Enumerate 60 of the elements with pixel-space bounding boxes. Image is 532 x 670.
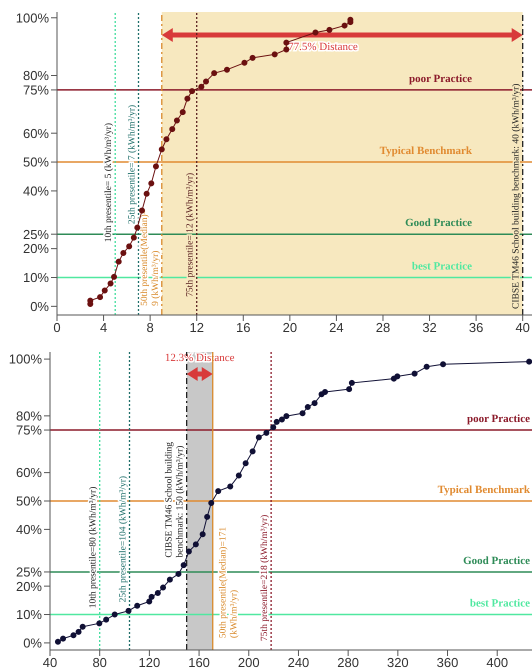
y-tick-label: 50%	[22, 154, 50, 170]
y-tick-label: 100%	[8, 352, 42, 367]
x-tick-label: 0	[53, 320, 61, 336]
ref-line-label: poor Practice	[408, 72, 472, 85]
ref-line-label: 10th presentile= 5 (kWh/m³/yr)	[104, 123, 114, 242]
x-tick-label: 12	[189, 320, 204, 336]
ref-line-label: CIBSE TM46 School building benchmark: 150 (kWh/m³/yr)	[164, 442, 186, 558]
x-tick-label: 240	[288, 655, 310, 670]
x-tick-label: 24	[329, 320, 344, 336]
y-tick-label: 80%	[16, 408, 42, 424]
y-tick-label: 20%	[16, 578, 42, 594]
ref-line-label: Typical Benchmark	[438, 484, 531, 496]
y-tick-label: 60%	[16, 465, 42, 480]
ref-line-label: 75th presentile=218 (kWh/m³/yr)	[260, 514, 270, 642]
x-tick-label: 40	[515, 320, 530, 336]
ref-line-label: CIBSE TM46 School building benchmark: 40 (kWh/m³/yr)	[512, 84, 522, 309]
x-tick-label: 280	[337, 655, 359, 670]
x-tick-label: 8	[146, 320, 154, 336]
ref-line-label: best Practice	[412, 260, 472, 272]
y-tick-label: 20%	[22, 241, 50, 256]
y-tick-label: 25%	[16, 564, 42, 580]
y-tick-label: 80%	[22, 68, 50, 84]
ref-line-label: 50th presentile(Median)=171 (kWh/m³/yr)	[218, 526, 240, 638]
x-tick-label: 120	[138, 655, 160, 670]
x-tick-label: 40	[42, 655, 58, 670]
ref-line-label: 25th presentile= 7 (kWh/m³/yr)	[127, 104, 138, 224]
y-tick-label: 10%	[22, 270, 50, 286]
ref-line-label: 25th presentile=104 (kWh/m³/yr)	[118, 476, 129, 602]
ref-line-label: Good Practice	[405, 217, 472, 230]
x-tick-label: 160	[188, 655, 210, 670]
x-tick-label: 200	[238, 655, 260, 670]
y-tick-label: 10%	[16, 607, 42, 622]
y-tick-label: 0%	[23, 636, 42, 651]
x-tick-label: 320	[386, 655, 409, 670]
ref-line-label: 75th presentile= 12 (kWh/m³/yr)	[186, 172, 196, 297]
y-tick-label: 50%	[16, 494, 42, 509]
y-tick-label: 40%	[16, 522, 42, 537]
x-tick-label: 360	[436, 655, 458, 670]
x-tick-label: 20	[282, 320, 298, 336]
ref-line-label: best Practice	[470, 598, 530, 610]
x-tick-label: 4	[100, 320, 108, 336]
y-tick-label: 25%	[22, 226, 50, 242]
ref-line-label: Typical Benchmark	[380, 145, 473, 158]
x-tick-label: 36	[468, 320, 484, 336]
ref-line-label: poor Practice	[466, 413, 530, 426]
ref-line-label: 10th presentile=80 (kWh/m³/yr)	[88, 486, 99, 608]
y-tick-label: 60%	[22, 126, 50, 141]
ref-line-label: 50th presentile(Median)= 9 (kWh/m³/yr)	[140, 209, 161, 306]
x-tick-label: 16	[236, 320, 251, 336]
x-tick-label: 80	[92, 655, 107, 670]
annotation: 77.5% Distance	[288, 41, 358, 53]
ref-line-label: Good Practice	[463, 554, 530, 567]
x-tick-label: 32	[422, 320, 437, 336]
y-tick-label: 75%	[16, 422, 42, 438]
y-tick-label: 0%	[30, 298, 50, 314]
y-tick-label: 100%	[16, 10, 50, 26]
y-tick-label: 75%	[22, 82, 50, 98]
x-tick-label: 28	[376, 320, 390, 336]
y-tick-label: 40%	[22, 184, 50, 199]
x-tick-label: 400	[486, 655, 508, 670]
